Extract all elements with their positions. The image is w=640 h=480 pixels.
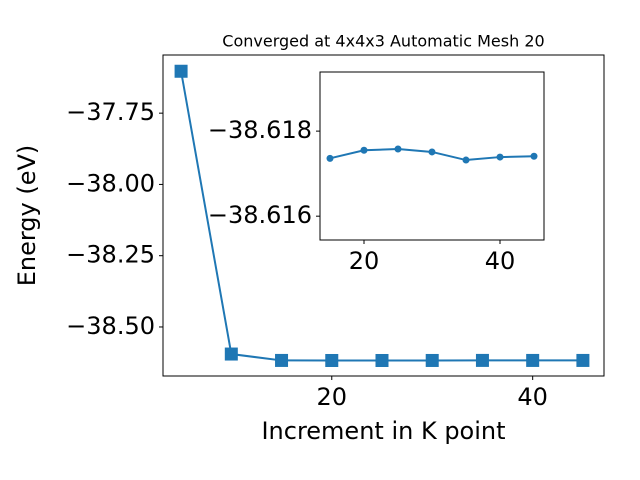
point-marker (174, 64, 188, 78)
x-tick-label: 20 (349, 247, 380, 275)
x-tick-label: 40 (485, 247, 516, 275)
y-tick-label: −38.618 (208, 116, 312, 144)
point-marker (530, 152, 538, 160)
point-marker (425, 353, 439, 367)
point-marker (526, 353, 540, 367)
x-tick-label: 20 (316, 383, 347, 411)
point-marker (325, 353, 339, 367)
point-marker (576, 353, 590, 367)
point-marker (360, 146, 368, 154)
y-tick-label: −38.616 (208, 201, 312, 229)
point-marker (428, 148, 436, 156)
point-marker (375, 353, 389, 367)
point-marker (475, 353, 489, 367)
point-marker (275, 353, 289, 367)
y-tick-label: −37.75 (66, 98, 155, 126)
x-tick-label: 40 (517, 383, 548, 411)
y-tick-label: −38.50 (66, 312, 155, 340)
point-marker (224, 347, 238, 361)
chart-title: Converged at 4x4x3 Automatic Mesh 20 (222, 32, 544, 51)
y-tick-label: −38.00 (66, 169, 155, 197)
point-marker (462, 156, 470, 164)
point-marker (496, 153, 504, 161)
y-axis-label: Energy (eV) (13, 145, 41, 287)
y-tick-label: −38.25 (66, 241, 155, 269)
x-axis-label: Increment in K point (261, 417, 505, 445)
point-marker (394, 145, 402, 153)
point-marker (326, 154, 334, 162)
